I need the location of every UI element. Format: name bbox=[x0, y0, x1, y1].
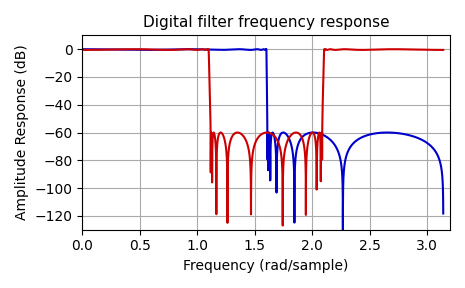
Title: Digital filter frequency response: Digital filter frequency response bbox=[143, 15, 390, 30]
X-axis label: Frequency (rad/sample): Frequency (rad/sample) bbox=[184, 259, 349, 273]
Y-axis label: Amplitude Response (dB): Amplitude Response (dB) bbox=[15, 45, 29, 220]
